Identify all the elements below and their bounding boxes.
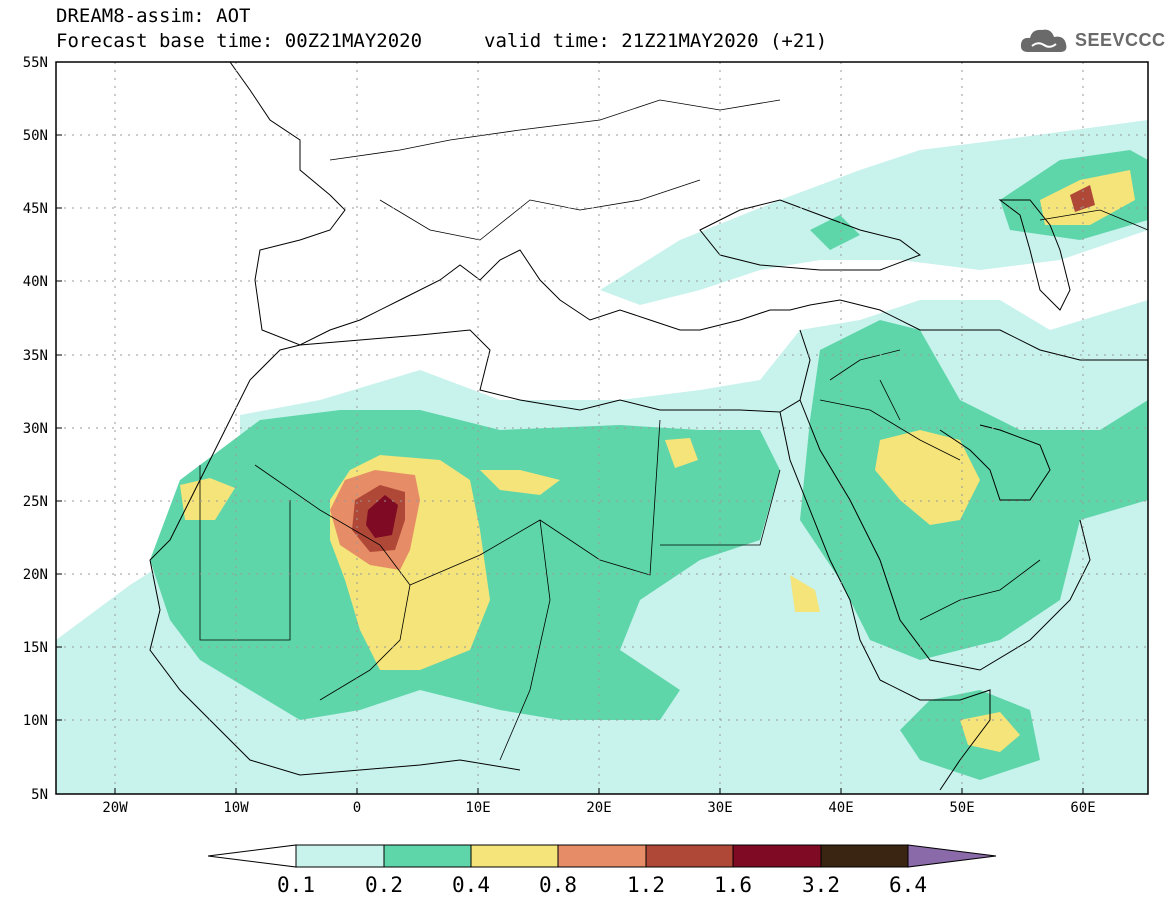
coastline-mediterranean-south	[299, 329, 811, 413]
colorbar-swatch-1.6	[732, 844, 822, 868]
colorbar-swatch-0.1	[295, 844, 385, 868]
border-line	[499, 519, 551, 761]
border-line	[319, 584, 411, 701]
map-title: DREAM8-assim: AOT	[56, 5, 251, 27]
aot-level-1.6	[366, 495, 398, 538]
lon-label: 40E	[828, 800, 853, 816]
border-line	[1039, 209, 1148, 231]
aot-level-0.4	[180, 478, 235, 520]
lon-label: 20W	[102, 800, 128, 816]
coastline-europe	[229, 62, 811, 346]
aot-field	[56, 120, 1148, 794]
coastline-africa	[149, 344, 521, 776]
coastline-black-sea	[699, 199, 922, 271]
border-line	[254, 419, 661, 586]
colorbar-swatch-3.2	[820, 844, 909, 868]
colorbar-swatch-1.2	[645, 844, 734, 868]
border-line	[329, 99, 781, 161]
lat-label: 45N	[23, 201, 48, 217]
border-line	[199, 465, 291, 641]
colorbar-label: 0.8	[539, 873, 577, 897]
colorbar-label: 0.4	[452, 873, 490, 897]
lat-label: 15N	[23, 640, 48, 656]
borders	[199, 99, 1148, 761]
lon-label: 10E	[465, 800, 490, 816]
logo-text: SEEVCCC	[1075, 30, 1165, 50]
lat-label: 10N	[23, 713, 48, 729]
colorbar-label: 0.1	[277, 873, 315, 897]
colorbar-labels: 0.1 0.2 0.4 0.8 1.2 1.6 3.2 6.4	[277, 873, 927, 897]
seevccc-logo: SEEVCCC	[1018, 24, 1165, 58]
lat-label: 5N	[31, 787, 48, 803]
aot-level-0.4	[665, 438, 698, 468]
lon-label: 60E	[1070, 800, 1095, 816]
colorbar-label: 3.2	[802, 873, 840, 897]
coastline-gulf	[939, 424, 1051, 501]
forecast-base-time: Forecast base time: 00Z21MAY2020	[56, 30, 423, 52]
colorbar-swatch-0.2	[383, 844, 472, 868]
colorbar-low-arrow	[207, 844, 297, 868]
latitude-labels: 55N 50N 45N 40N 35N 30N 25N 20N 15N 10N …	[23, 55, 48, 803]
axis-ticks	[56, 61, 1084, 795]
coastline-red-sea	[779, 399, 1091, 681]
aot-level-0.2	[810, 215, 860, 250]
lat-label: 30N	[23, 421, 48, 437]
colorbar-label: 1.2	[627, 873, 665, 897]
lat-label: 35N	[23, 348, 48, 364]
lat-label: 25N	[23, 494, 48, 510]
lon-label: 50E	[949, 800, 974, 816]
graticule	[56, 62, 1148, 794]
border-line	[829, 349, 901, 421]
lat-label: 50N	[23, 128, 48, 144]
colorbar-high-arrow	[907, 844, 997, 868]
lat-label: 20N	[23, 567, 48, 583]
coastline-arabia-north	[809, 299, 1148, 361]
lon-label: 20E	[586, 800, 611, 816]
coastlines	[149, 62, 1148, 791]
lon-label: 0	[353, 800, 361, 816]
lon-label: 10W	[223, 800, 249, 816]
aot-level-0.4	[960, 712, 1020, 752]
colorbar-label: 6.4	[889, 873, 927, 897]
border-line	[819, 399, 961, 461]
aot-level-0.4	[480, 470, 560, 495]
lat-label: 55N	[23, 55, 48, 71]
colorbar-swatch-0.4	[470, 844, 559, 868]
colorbar-label: 1.6	[714, 873, 752, 897]
cloud-icon	[1020, 29, 1067, 52]
border-line	[379, 179, 701, 241]
coastline-caspian	[998, 199, 1071, 311]
colorbar-swatch-0.8	[557, 844, 647, 868]
border-line	[660, 469, 781, 546]
longitude-labels: 20W 10W 0 10E 20E 30E 40E 50E 60E	[102, 800, 1095, 816]
coastline-horn	[879, 679, 991, 791]
lon-label: 30E	[707, 800, 732, 816]
colorbar	[207, 844, 997, 868]
lat-label: 40N	[23, 274, 48, 290]
border-line	[919, 559, 1041, 621]
colorbar-label: 0.2	[365, 873, 403, 897]
valid-time: valid time: 21Z21MAY2020 (+21)	[484, 30, 828, 52]
aot-level-0.4	[790, 575, 820, 612]
